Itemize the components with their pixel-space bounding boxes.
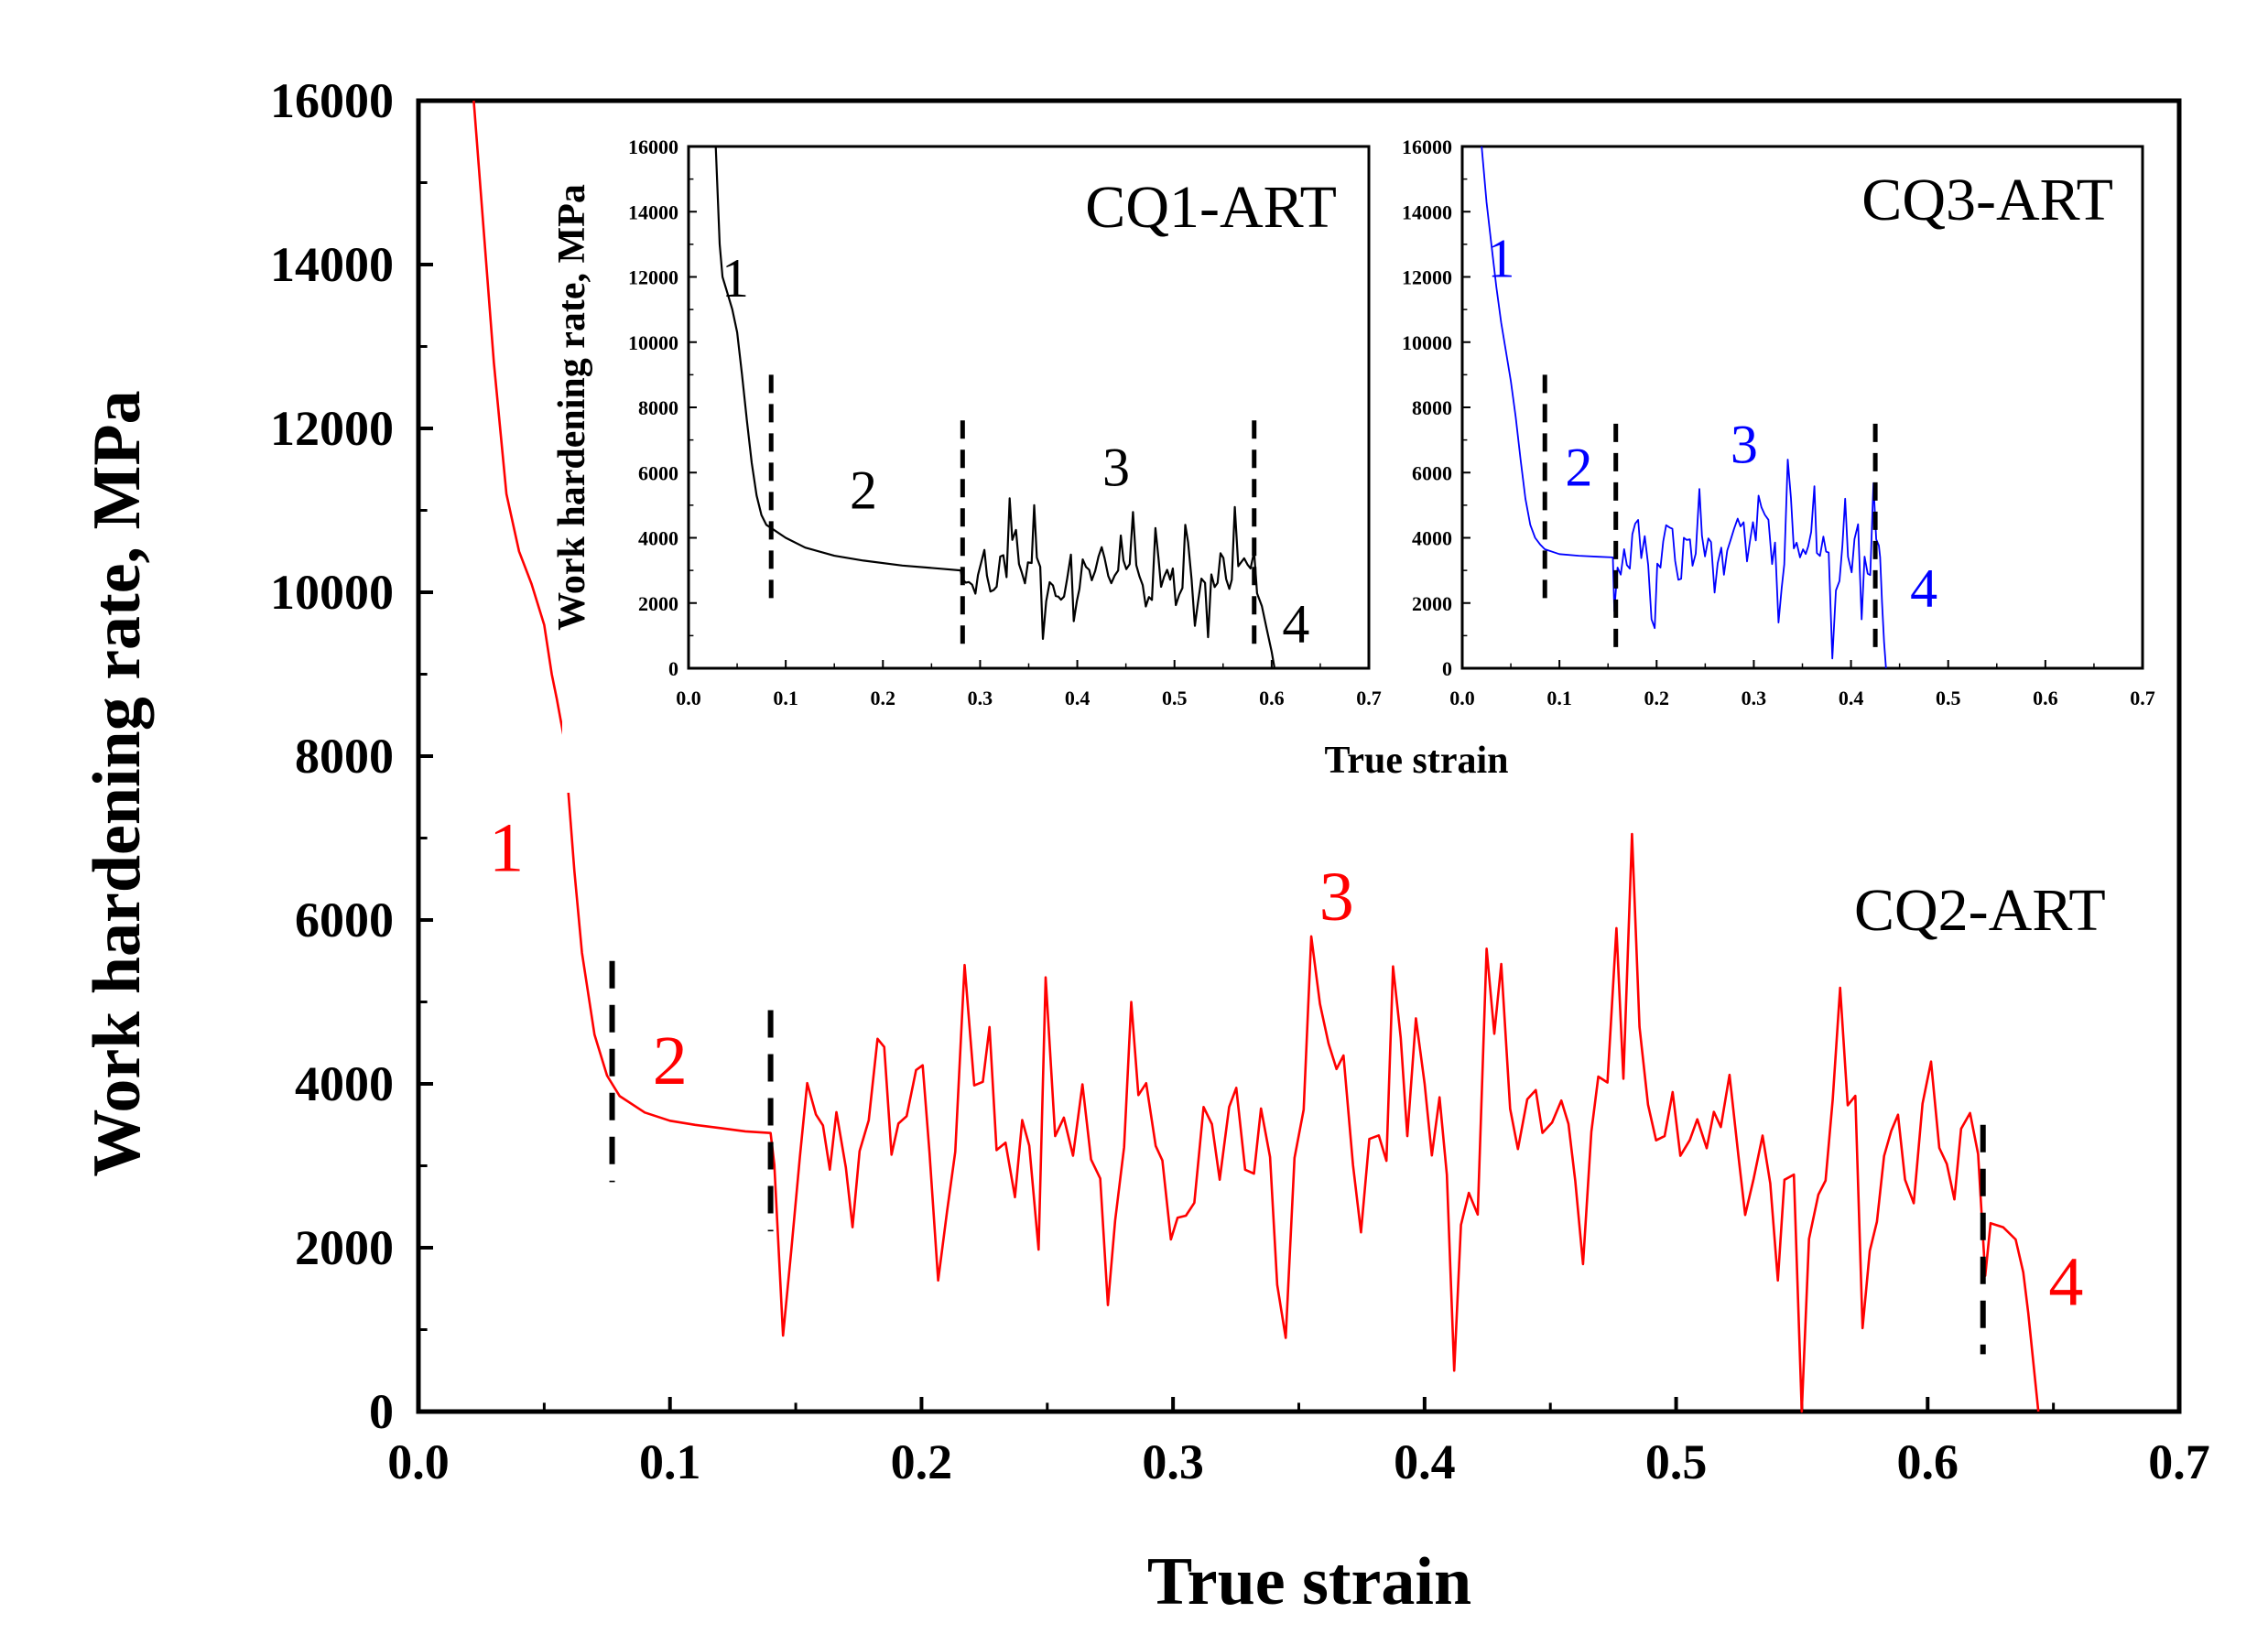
x-tick-label: 0.6 [1259, 687, 1285, 709]
y-tick-label: 4000 [295, 1056, 394, 1111]
series-line [472, 100, 2040, 1413]
inset1-title: CQ1-ART [1085, 174, 1337, 241]
x-tick-label: 0.3 [968, 687, 993, 709]
x-tick-label: 0.5 [1162, 687, 1188, 709]
x-tick-label: 0.3 [1142, 1434, 1204, 1489]
y-tick-label: 6000 [295, 893, 394, 947]
inset2-stage-dividers [1542, 374, 1878, 649]
stage-label-4: 4 [1282, 594, 1309, 655]
x-tick-label: 0.7 [2130, 687, 2155, 709]
x-tick-label: 0.7 [1356, 687, 1382, 709]
stage-label-3: 3 [1319, 859, 1354, 936]
y-tick-label: 12000 [628, 266, 678, 289]
inset2-x-ticks: 0.0 0.1 0.2 0.3 0.4 0.5 0.6 0.7 [1449, 660, 2155, 709]
x-tick-label: 0.1 [773, 687, 798, 709]
y-tick-label: 12000 [270, 401, 394, 456]
y-tick-label: 4000 [638, 527, 678, 550]
stage-label-1: 1 [722, 248, 749, 308]
y-tick-label: 12000 [1402, 266, 1452, 289]
x-tick-label: 0.1 [1546, 687, 1572, 709]
x-tick-label: 0.5 [1645, 1434, 1708, 1489]
y-tick-label: 14000 [628, 200, 678, 223]
y-tick-label: 8000 [295, 729, 394, 784]
y-tick-label: 8000 [638, 396, 678, 419]
y-tick-label: 16000 [1402, 135, 1452, 158]
y-tick-label: 10000 [1402, 331, 1452, 354]
stage-label-2: 2 [1565, 438, 1592, 498]
y-tick-label: 0 [369, 1384, 394, 1439]
x-tick-label: 0.2 [1644, 687, 1670, 709]
stage-label-4: 4 [2048, 1244, 2083, 1321]
x-tick-label: 0.6 [2033, 687, 2058, 709]
y-tick-label: 16000 [628, 135, 678, 158]
main-x-ticks: 0.0 0.1 0.2 0.3 0.4 0.5 0.6 0.7 [387, 1397, 2210, 1489]
y-tick-label: 2000 [295, 1220, 394, 1275]
x-tick-label: 0.4 [1394, 1434, 1456, 1489]
x-tick-label: 0.3 [1742, 687, 1767, 709]
inset1-x-ticks: 0.0 0.1 0.2 0.3 0.4 0.5 0.6 0.7 [676, 660, 1382, 709]
x-tick-label: 0.4 [1839, 687, 1864, 709]
x-tick-label: 0.5 [1936, 687, 1961, 709]
stage-label-2: 2 [653, 1023, 688, 1099]
inset2-title: CQ3-ART [1861, 167, 2113, 233]
main-stage-labels: 1 2 3 4 [489, 809, 2083, 1320]
stage-label-2: 2 [850, 460, 877, 520]
stage-label-3: 3 [1102, 438, 1130, 498]
y-tick-label: 2000 [638, 592, 678, 615]
inset1-stage-labels: 1 2 3 4 [722, 248, 1309, 655]
x-tick-label: 0.7 [2148, 1434, 2210, 1489]
inset1-y-axis-title: Work hardening rate, MPa [551, 184, 593, 631]
inset2-background [1383, 115, 2161, 793]
stage-label-1: 1 [1487, 229, 1514, 289]
inset1-background [562, 115, 1383, 793]
y-tick-label: 0 [1442, 657, 1452, 680]
main-y-ticks: 0 2000 4000 6000 8000 10000 12000 14000 16000 [270, 73, 433, 1439]
y-tick-label: 0 [668, 657, 678, 680]
stage-label-3: 3 [1731, 415, 1758, 475]
main-series-label: CQ2-ART [1854, 877, 2106, 944]
y-tick-label: 4000 [1412, 527, 1452, 550]
x-tick-label: 0.0 [387, 1434, 450, 1489]
y-tick-label: 10000 [628, 331, 678, 354]
stage-label-4: 4 [1910, 557, 1937, 618]
main-series-cq2-art [472, 100, 2040, 1413]
x-tick-label: 0.4 [1065, 687, 1091, 709]
x-tick-label: 0.2 [891, 1434, 953, 1489]
main-plot: 0.0 0.1 0.2 0.3 0.4 0.5 0.6 0.7 0 2000 4000 6000 80… [80, 73, 2210, 1619]
main-x-axis-title: True strain [1147, 1544, 1471, 1619]
y-tick-label: 2000 [1412, 592, 1452, 615]
y-tick-label: 16000 [270, 73, 394, 128]
inset1-stage-dividers [768, 374, 1257, 649]
y-tick-label: 6000 [1412, 461, 1452, 484]
inset-x-axis-title: True strain [1324, 740, 1508, 782]
inset1-y-ticks: 0 2000 4000 6000 8000 10000 12000 14000 16000 [628, 135, 697, 680]
inset2-stage-labels: 1 2 3 4 [1487, 229, 1937, 619]
x-tick-label: 0.1 [639, 1434, 701, 1489]
inset2-y-ticks: 0 2000 4000 6000 8000 10000 12000 14000 16000 [1402, 135, 1470, 680]
y-tick-label: 14000 [1402, 200, 1452, 223]
inset-cq1-art: 0.0 0.1 0.2 0.3 0.4 0.5 0.6 0.7 0 2000 4000 6000 80… [551, 115, 1383, 793]
x-tick-label: 0.2 [871, 687, 896, 709]
y-tick-label: 6000 [638, 461, 678, 484]
y-tick-label: 8000 [1412, 396, 1452, 419]
y-tick-label: 10000 [270, 565, 394, 620]
main-y-axis-title: Work hardening rate, MPa [80, 390, 155, 1176]
x-tick-label: 0.6 [1897, 1434, 1959, 1489]
x-tick-label: 0.0 [676, 687, 701, 709]
y-tick-label: 14000 [270, 237, 394, 292]
stage-label-1: 1 [489, 809, 524, 886]
main-stage-dividers [609, 960, 1986, 1355]
inset-cq3-art: 0.0 0.1 0.2 0.3 0.4 0.5 0.6 0.7 0 2000 4000 6000 80… [1383, 115, 2161, 793]
x-tick-label: 0.0 [1449, 687, 1475, 709]
